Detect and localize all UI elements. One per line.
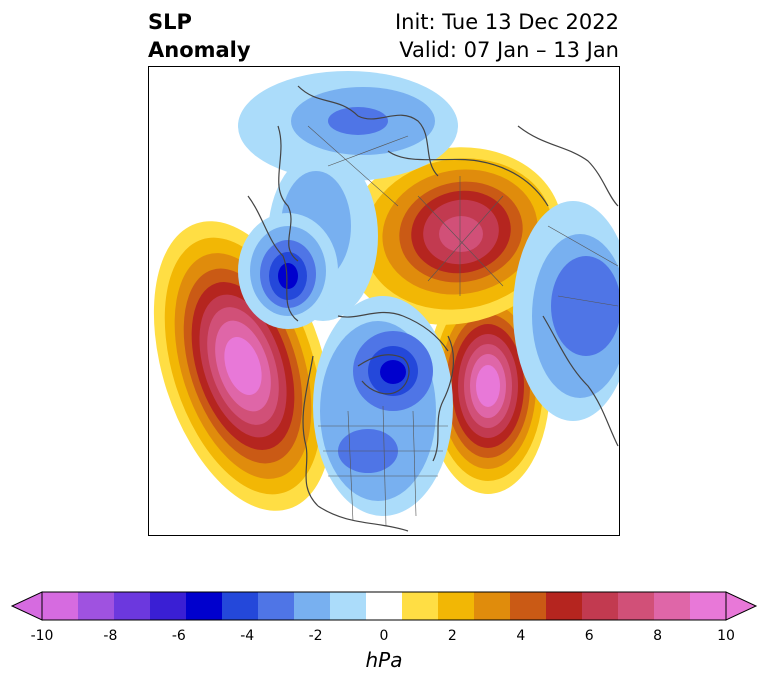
atlantic-ridge-anomaly: [426, 278, 550, 494]
map-border: [148, 66, 620, 536]
coastlines: [247, 85, 619, 532]
map-title-left: SLP Anomaly: [148, 8, 251, 64]
colorbar: [10, 588, 758, 624]
kamchatka-low-anomaly: [238, 213, 338, 329]
colorbar-swatch: [78, 592, 115, 620]
colorbar-swatch: [366, 592, 403, 620]
colorbar-tick-label: 2: [447, 628, 457, 644]
colorbar-swatch: [618, 592, 655, 620]
colorbar-swatch: [546, 592, 583, 620]
colorbar-graphic: [10, 591, 758, 621]
anomaly-map: [148, 66, 620, 536]
colorbar-swatch: [438, 592, 475, 620]
colorbar-swatch: [402, 592, 439, 620]
colorbar-swatch: [330, 592, 367, 620]
colorbar-tick-label: 6: [584, 628, 594, 644]
colorbar-tick-label: -4: [240, 628, 255, 644]
colorbar-tick-label: -10: [30, 628, 54, 644]
colorbar-swatch: [150, 592, 187, 620]
colorbar-swatch: [186, 592, 223, 620]
colorbar-tick-label: 0: [379, 628, 389, 644]
colorbar-swatch: [510, 592, 547, 620]
colorbar-over-arrow: [725, 591, 758, 621]
colorbar-swatch: [222, 592, 259, 620]
colorbar-under-arrow: [10, 591, 43, 621]
colorbar-tick-label: 8: [653, 628, 663, 644]
map-panel: [148, 66, 620, 536]
colorbar-tick-label: -8: [103, 628, 118, 644]
init-date: Init: Tue 13 Dec 2022: [394, 10, 619, 34]
colorbar-swatch: [258, 592, 295, 620]
colorbar-tick-label: 10: [717, 628, 735, 644]
europe-low-anomaly: [238, 71, 458, 321]
colorbar-swatch: [474, 592, 511, 620]
colorbar-swatch: [114, 592, 151, 620]
colorbar-unit-label: hPa: [365, 648, 403, 672]
colorbar-swatch: [582, 592, 619, 620]
colorbar-border: [41, 591, 727, 621]
country-borders: [307, 125, 619, 527]
title-line-slp: SLP: [148, 10, 192, 34]
colorbar-swatch: [294, 592, 331, 620]
map-title-right: Init: Tue 13 Dec 2022 Valid: 07 Jan – 13…: [395, 8, 619, 64]
colorbar-tick-label: 4: [516, 628, 526, 644]
colorbar-swatch: [654, 592, 691, 620]
colorbar-tick-label: -2: [308, 628, 323, 644]
title-line-anomaly: Anomaly: [148, 38, 251, 62]
colorbar-swatch: [42, 592, 79, 620]
colorbar-swatch: [690, 592, 727, 620]
valid-range: Valid: 07 Jan – 13 Jan: [399, 38, 619, 62]
colorbar-tick-label: -6: [171, 628, 186, 644]
siberia-low-anomaly: [513, 201, 620, 421]
